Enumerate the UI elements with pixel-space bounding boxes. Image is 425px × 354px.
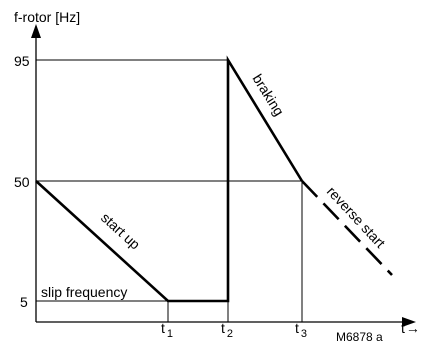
- reverse-start-dashed: [301, 180, 393, 276]
- slip-frequency-label: slip frequency: [41, 284, 127, 300]
- braking-label: braking: [249, 71, 287, 118]
- x-axis-title: t→: [401, 320, 420, 336]
- x-axis-arrowhead: [402, 317, 416, 327]
- frequency-curve: [35, 55, 304, 303]
- reference-code: M6878 a: [336, 330, 383, 344]
- y-axis-arrowhead: [31, 24, 41, 38]
- start-up-label: start up: [98, 209, 144, 252]
- y-axis-title: f-rotor [Hz]: [14, 9, 80, 25]
- reverse-start-label: reverse start: [324, 183, 389, 251]
- y-tick-95: 95: [14, 53, 30, 69]
- y-tick-50: 50: [14, 174, 30, 190]
- y-tick-5: 5: [20, 294, 28, 310]
